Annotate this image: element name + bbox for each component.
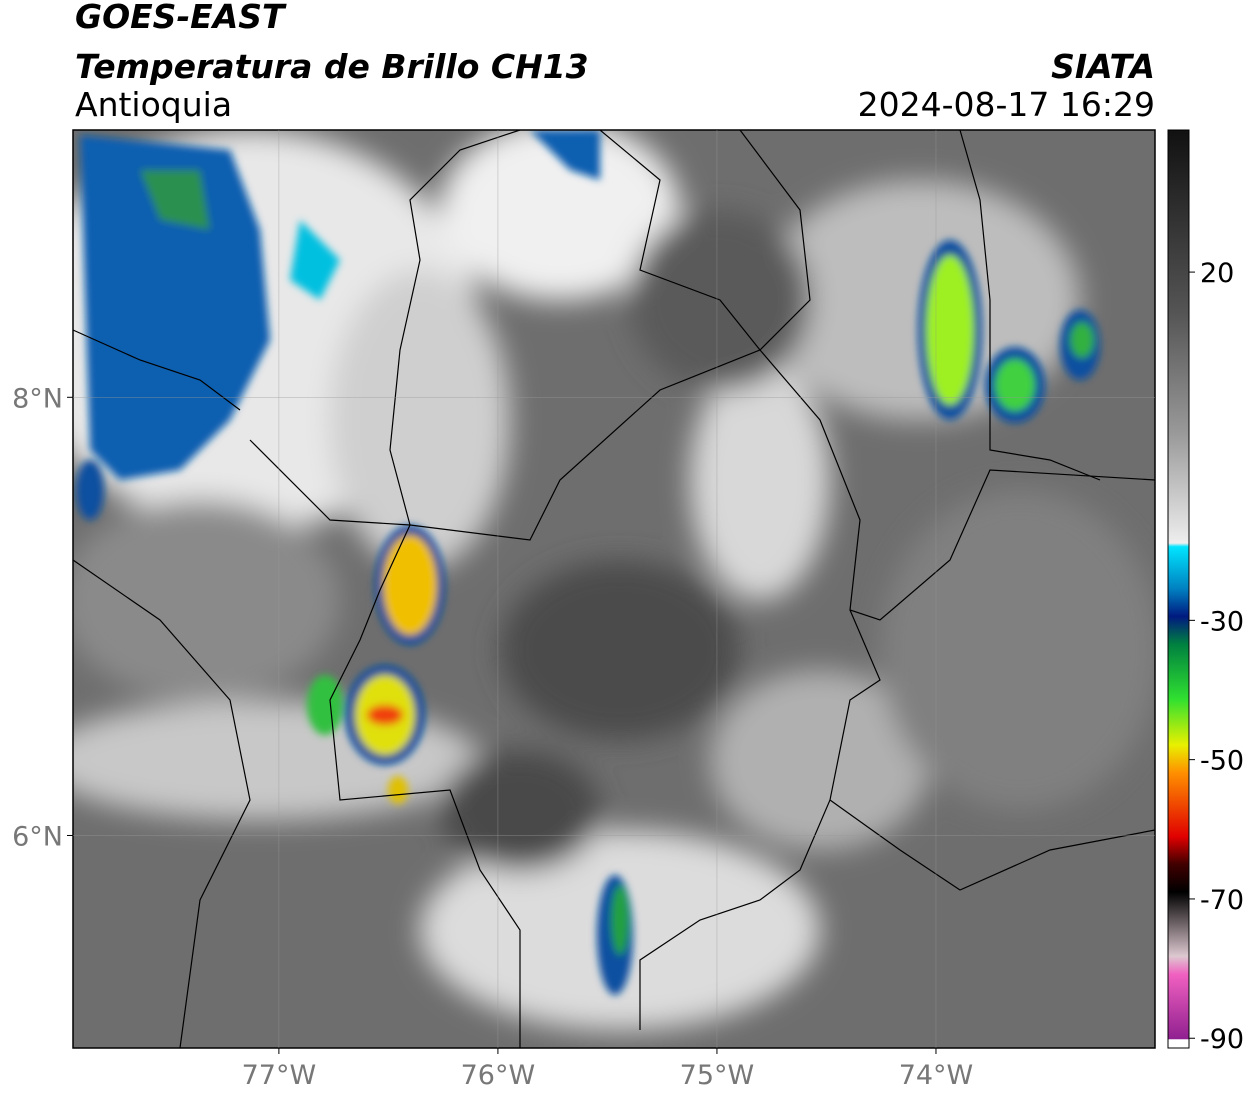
colorbar bbox=[1167, 129, 1190, 1049]
subtitle: Temperatura de Brillo CH13 bbox=[75, 47, 589, 86]
map-axes: 77°W 76°W 75°W 74°W 8°N 6°N bbox=[12, 130, 1155, 1091]
title: GOES-EAST bbox=[75, 0, 287, 36]
satellite-image bbox=[73, 130, 1155, 1048]
y-tick-label: 8°N bbox=[12, 383, 63, 414]
x-tick-label: 75°W bbox=[680, 1060, 755, 1091]
x-tick-label: 77°W bbox=[242, 1060, 317, 1091]
source: SIATA bbox=[1051, 47, 1155, 86]
colorbar-tick-label: -30 bbox=[1200, 606, 1244, 637]
region: Antioquia bbox=[75, 85, 232, 124]
colorbar-tick-label: -50 bbox=[1200, 746, 1244, 777]
x-tick-label: 76°W bbox=[461, 1060, 536, 1091]
x-tick-label: 74°W bbox=[899, 1060, 974, 1091]
colorbar-ticks: 20 -30 -50 -70 -90 bbox=[1189, 258, 1244, 1055]
colorbar-tick-label: -70 bbox=[1200, 885, 1244, 916]
datetime: 2024-08-17 16:29 bbox=[858, 85, 1155, 124]
colorbar-tick-label: -90 bbox=[1200, 1024, 1244, 1055]
y-tick-label: 6°N bbox=[12, 821, 63, 852]
map-frame bbox=[72, 129, 1156, 1049]
colorbar-tick-label: 20 bbox=[1200, 258, 1234, 289]
